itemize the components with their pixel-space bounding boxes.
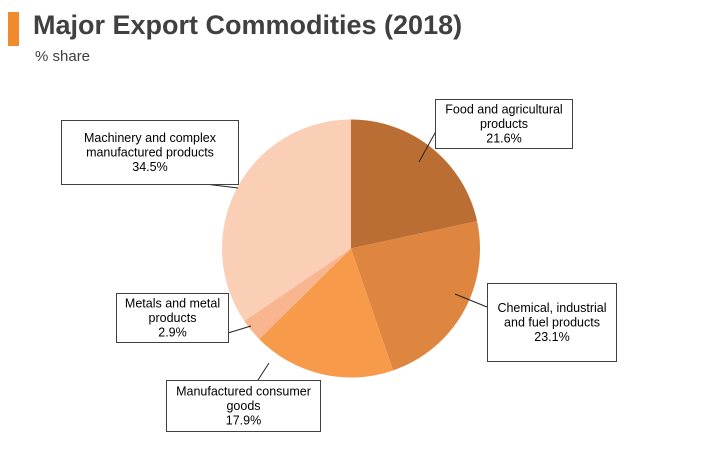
callout-box-manufactured-consumer-goods bbox=[166, 380, 321, 432]
callout-text-chemical-industrial-and-fuel-products: Chemical, industrial bbox=[497, 301, 606, 315]
pie-slice-metals-and-metal-products bbox=[244, 248, 351, 340]
callout-text-machinery-and-complex-manufactured-products: Machinery and complex bbox=[84, 131, 217, 145]
callout-text-food-and-agricultural-products: Food and agricultural bbox=[445, 103, 562, 117]
pie-slice-chemical-industrial-and-fuel-products bbox=[351, 221, 480, 371]
callout-box-food-and-agricultural-products bbox=[435, 99, 573, 149]
callout-text-metals-and-metal-products: products bbox=[149, 311, 197, 325]
callout-box-machinery-and-complex-manufactured-products bbox=[61, 120, 239, 185]
pie-slice-food-and-agricultural-products bbox=[351, 119, 478, 249]
data-label-manufactured-consumer-goods: 17.9% bbox=[226, 414, 261, 428]
callout-text-chemical-industrial-and-fuel-products: and fuel products bbox=[504, 316, 600, 330]
chart-title: Major Export Commodities (2018) bbox=[33, 10, 463, 40]
leader-line-metals-and-metal-products bbox=[227, 325, 252, 334]
data-label-food-and-agricultural-products: 21.6% bbox=[486, 132, 521, 146]
pie-slice-machinery-and-complex-manufactured-products bbox=[222, 119, 351, 322]
chart-subtitle: % share bbox=[35, 48, 91, 65]
callout-box-chemical-industrial-and-fuel-products bbox=[487, 283, 617, 362]
pie-slice-manufactured-consumer-goods bbox=[259, 248, 394, 378]
callout-text-machinery-and-complex-manufactured-products: manufactured products bbox=[86, 146, 214, 160]
title-accent-bar bbox=[8, 12, 19, 46]
leader-line-chemical-industrial-and-fuel-products bbox=[454, 293, 488, 308]
data-label-machinery-and-complex-manufactured-products: 34.5% bbox=[132, 160, 167, 174]
leader-line-manufactured-consumer-goods bbox=[257, 362, 270, 381]
callout-text-food-and-agricultural-products: products bbox=[480, 117, 528, 131]
callout-box-metals-and-metal-products bbox=[116, 293, 229, 343]
callout-text-metals-and-metal-products: Metals and metal bbox=[125, 297, 220, 311]
callout-text-manufactured-consumer-goods: goods bbox=[226, 399, 260, 413]
callout-text-manufactured-consumer-goods: Manufactured consumer bbox=[176, 385, 311, 399]
data-label-chemical-industrial-and-fuel-products: 23.1% bbox=[534, 330, 569, 344]
data-label-metals-and-metal-products: 2.9% bbox=[158, 326, 187, 340]
